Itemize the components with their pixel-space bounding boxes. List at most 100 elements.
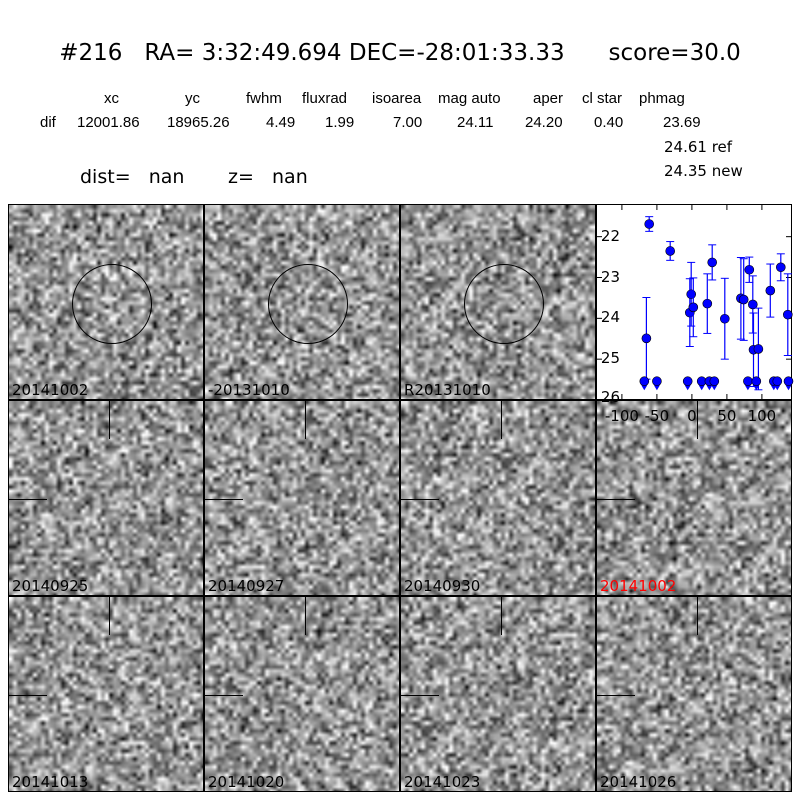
column-header: mag auto [438,90,501,107]
column-value: 1.99 [325,114,355,131]
crosshair-horizontal [9,499,47,500]
y-tick-label: 24 [600,308,620,327]
z-value: z= nan [228,166,308,188]
crosshair-vertical [305,597,306,635]
column-value: 24.11 [457,114,494,131]
data-point [783,309,793,320]
new-mag: 24.35 new [664,162,743,180]
image-stamp: 20141002 [596,400,792,596]
column-header: isoarea [372,90,422,107]
image-stamp: 20140930 [400,400,596,596]
upper-limit-point [751,376,762,387]
crosshair-vertical [697,597,698,635]
y-tick-label: 23 [600,267,620,286]
crosshair-vertical [501,401,502,439]
upper-limit-point [682,376,693,387]
upper-limit-arrow [698,385,705,391]
crosshair-horizontal [205,499,243,500]
upper-limit-point [709,376,720,387]
stamp-date-label: 20141013 [12,773,89,791]
upper-limit-arrow [785,385,792,391]
column-header: yc [185,90,200,107]
data-point [720,313,730,324]
data-point [776,262,786,273]
upper-limit-point [772,376,783,387]
data-point [738,294,749,305]
image-stamp: 20141013 [8,596,204,792]
stamp-date-label: 20140930 [404,577,481,595]
image-stamp: 20140927 [204,400,400,596]
column-header: cl star [582,90,623,107]
data-point [748,299,758,310]
stamp-date-label: 20141020 [208,773,285,791]
data-point [686,289,696,300]
row-label: dif [40,114,56,131]
y-tick-label: 26 [600,388,620,406]
upper-limit-point [783,376,794,387]
stamp-date-label: 20141002 [600,577,677,595]
crosshair-vertical [109,597,110,635]
data-point [702,298,713,309]
column-header: fluxrad [302,90,348,107]
stamp-date-label: 20141023 [404,773,481,791]
upper-limit-arrow [753,385,760,391]
x-tick-label: -50 [644,407,670,425]
column-value: 4.49 [266,114,296,131]
light-curve-plot [596,204,794,401]
light-curve-svg [596,204,794,401]
crosshair-vertical [305,401,306,439]
data-point [644,219,655,229]
data-point [753,344,764,354]
column-value: 0.40 [594,114,624,131]
x-tick-label: 100 [747,407,777,425]
image-stamp: 20141023 [400,596,596,792]
upper-limit-arrow [774,385,781,391]
y-tick-label: 22 [600,226,620,245]
crosshair-horizontal [9,695,47,696]
x-tick-label: -100 [604,407,639,425]
crosshair-vertical [109,401,110,439]
dist-value: dist= nan [80,166,185,188]
stamp-date-label: 20140927 [208,577,285,595]
crosshair-horizontal [401,499,439,500]
stamp-date-label: 20141002 [12,381,89,399]
figure-title: #216 RA= 3:32:49.694 DEC=-28:01:33.33 sc… [59,40,741,66]
upper-limit-arrow [744,385,751,391]
image-stamp: 20141002 [8,204,204,400]
y-tick-label: 25 [600,349,620,368]
aperture-circle [464,264,544,344]
column-header: phmag [639,90,685,107]
stamp-date-label: R20131010 [404,381,491,399]
column-value: 12001.86 [77,114,140,131]
column-value: 24.20 [525,114,563,131]
upper-limit-arrow [653,385,660,391]
data-point [765,285,776,296]
image-stamp: R20131010 [400,204,596,400]
image-stamp: -20131010 [204,204,400,400]
image-stamp: 20140925 [8,400,204,596]
crosshair-horizontal [597,695,635,696]
column-header: aper [533,90,564,107]
aperture-circle [72,264,152,344]
data-point [641,333,652,344]
x-tick-label: 0 [687,407,697,425]
image-stamp: 20141020 [204,596,400,792]
upper-limit-arrow [641,385,648,391]
column-value: 18965.26 [167,114,230,131]
image-stamp: 20141026 [596,596,792,792]
column-header: xc [104,90,119,107]
crosshair-vertical [501,597,502,635]
column-header: fwhm [246,90,282,107]
upper-limit-arrow [711,385,718,391]
crosshair-vertical [697,401,698,439]
data-point [707,257,717,268]
x-tick-label: 50 [717,407,737,425]
column-value: 7.00 [393,114,423,131]
stamp-date-label: 20140925 [12,577,89,595]
stamp-date-label: -20131010 [208,381,290,399]
upper-limit-point [639,376,650,387]
aperture-circle [268,264,348,344]
stamp-date-label: 20141026 [600,773,677,791]
upper-limit-point [652,376,662,387]
column-value: 23.69 [663,114,701,131]
